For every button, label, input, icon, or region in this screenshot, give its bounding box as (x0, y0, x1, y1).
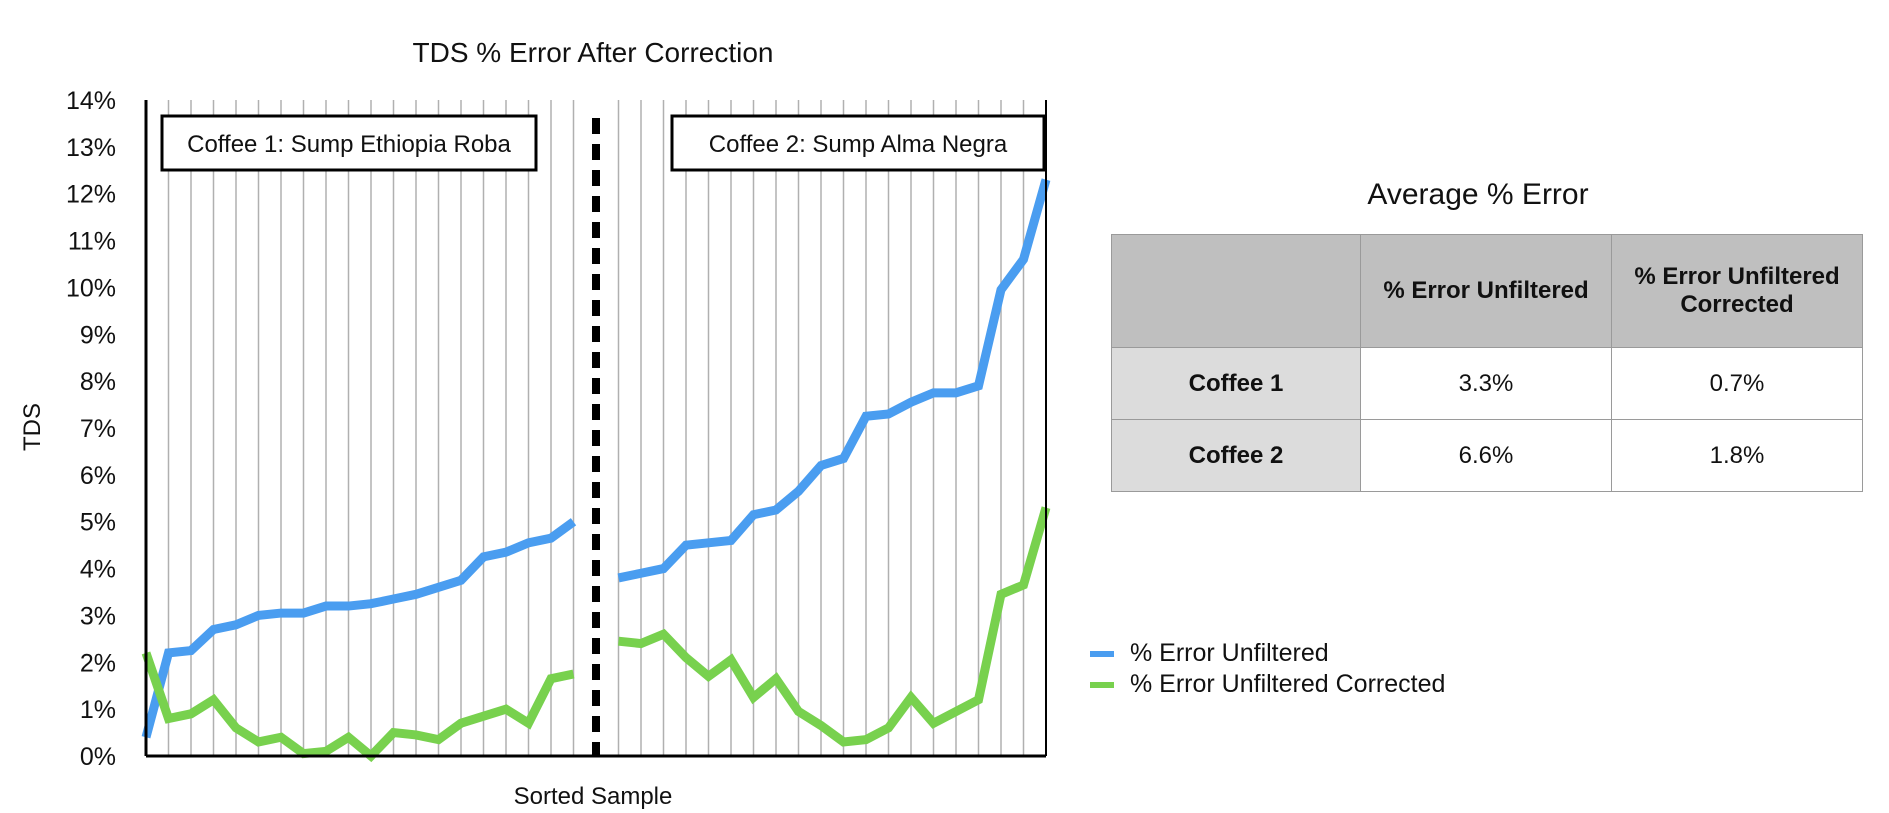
axes (144, 100, 1047, 758)
table-cell: 1.8% (1611, 419, 1863, 492)
table-header-unfiltered: % Error Unfiltered (1360, 234, 1612, 348)
y-tick-label: 8% (80, 368, 116, 396)
legend-label: % Error Unfiltered (1130, 639, 1329, 667)
grid-lines (145, 100, 1047, 756)
y-tick-label: 9% (80, 321, 116, 349)
y-tick-label: 11% (68, 228, 116, 256)
legend-item-corrected: % Error Unfiltered Corrected (1090, 669, 1445, 700)
legend-item-unfiltered: % Error Unfiltered (1090, 638, 1445, 669)
group-label-box (160, 114, 538, 172)
average-error-table: % Error Unfiltered % Error Unfiltered Co… (1111, 234, 1863, 492)
table-cell: 6.6% (1360, 419, 1612, 492)
series-line-unfiltered (141, 518, 577, 739)
series-lines (141, 178, 1051, 763)
series-line-corrected (141, 651, 575, 763)
y-tick-label: 13% (66, 134, 116, 162)
chart-title: TDS % Error After Correction (413, 37, 774, 68)
group-label: Coffee 1: Sump Ethiopia Roba (187, 131, 511, 158)
table-corner-cell (1111, 234, 1361, 348)
table-title: Average % Error (1367, 178, 1589, 211)
legend-label: % Error Unfiltered Corrected (1130, 670, 1446, 698)
y-tick-label: 7% (80, 415, 116, 443)
table-row: Coffee 1 3.3% 0.7% (1111, 347, 1863, 420)
y-tick-label: 12% (66, 181, 116, 209)
y-tick-label: 6% (80, 462, 116, 490)
y-tick-label: 4% (80, 556, 116, 584)
group-annotations: Coffee 1: Sump Ethiopia Roba Coffee 2: Su… (160, 114, 1046, 756)
y-tick-label: 0% (80, 743, 116, 771)
y-axis-ticks: 0% 1% 2% 3% 4% 5% 6% 7% 8% 9% 10% 11% 12% 13% 14% (66, 87, 116, 771)
table-header-corrected: % Error Unfiltered Corrected (1611, 234, 1863, 348)
legend-swatch-unfiltered (1090, 650, 1114, 657)
y-tick-label: 5% (80, 509, 116, 537)
legend-swatch-corrected (1090, 681, 1114, 688)
table-cell: 3.3% (1360, 347, 1612, 420)
y-tick-label: 3% (80, 602, 116, 630)
table-row-label: Coffee 1 (1111, 347, 1361, 420)
y-tick-label: 14% (66, 87, 116, 115)
y-tick-label: 10% (66, 274, 116, 302)
x-axis-label: Sorted Sample (514, 783, 673, 810)
group-label: Coffee 2: Sump Alma Negra (709, 131, 1008, 158)
series-line-unfiltered (617, 178, 1051, 583)
y-tick-label: 1% (80, 696, 116, 724)
table-cell: 0.7% (1611, 347, 1863, 420)
chart-legend: % Error Unfiltered % Error Unfiltered Co… (1090, 638, 1445, 700)
y-tick-label: 2% (80, 649, 116, 677)
y-axis-label: TDS (19, 403, 46, 451)
group-label-box (670, 114, 1046, 172)
table-row-label: Coffee 2 (1111, 419, 1361, 492)
series-line-corrected (618, 506, 1051, 747)
table-header-row: % Error Unfiltered % Error Unfiltered Co… (1111, 234, 1863, 348)
table-row: Coffee 2 6.6% 1.8% (1111, 419, 1863, 492)
